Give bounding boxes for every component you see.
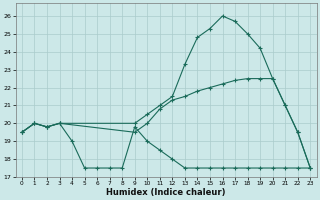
X-axis label: Humidex (Indice chaleur): Humidex (Indice chaleur) <box>106 188 226 197</box>
